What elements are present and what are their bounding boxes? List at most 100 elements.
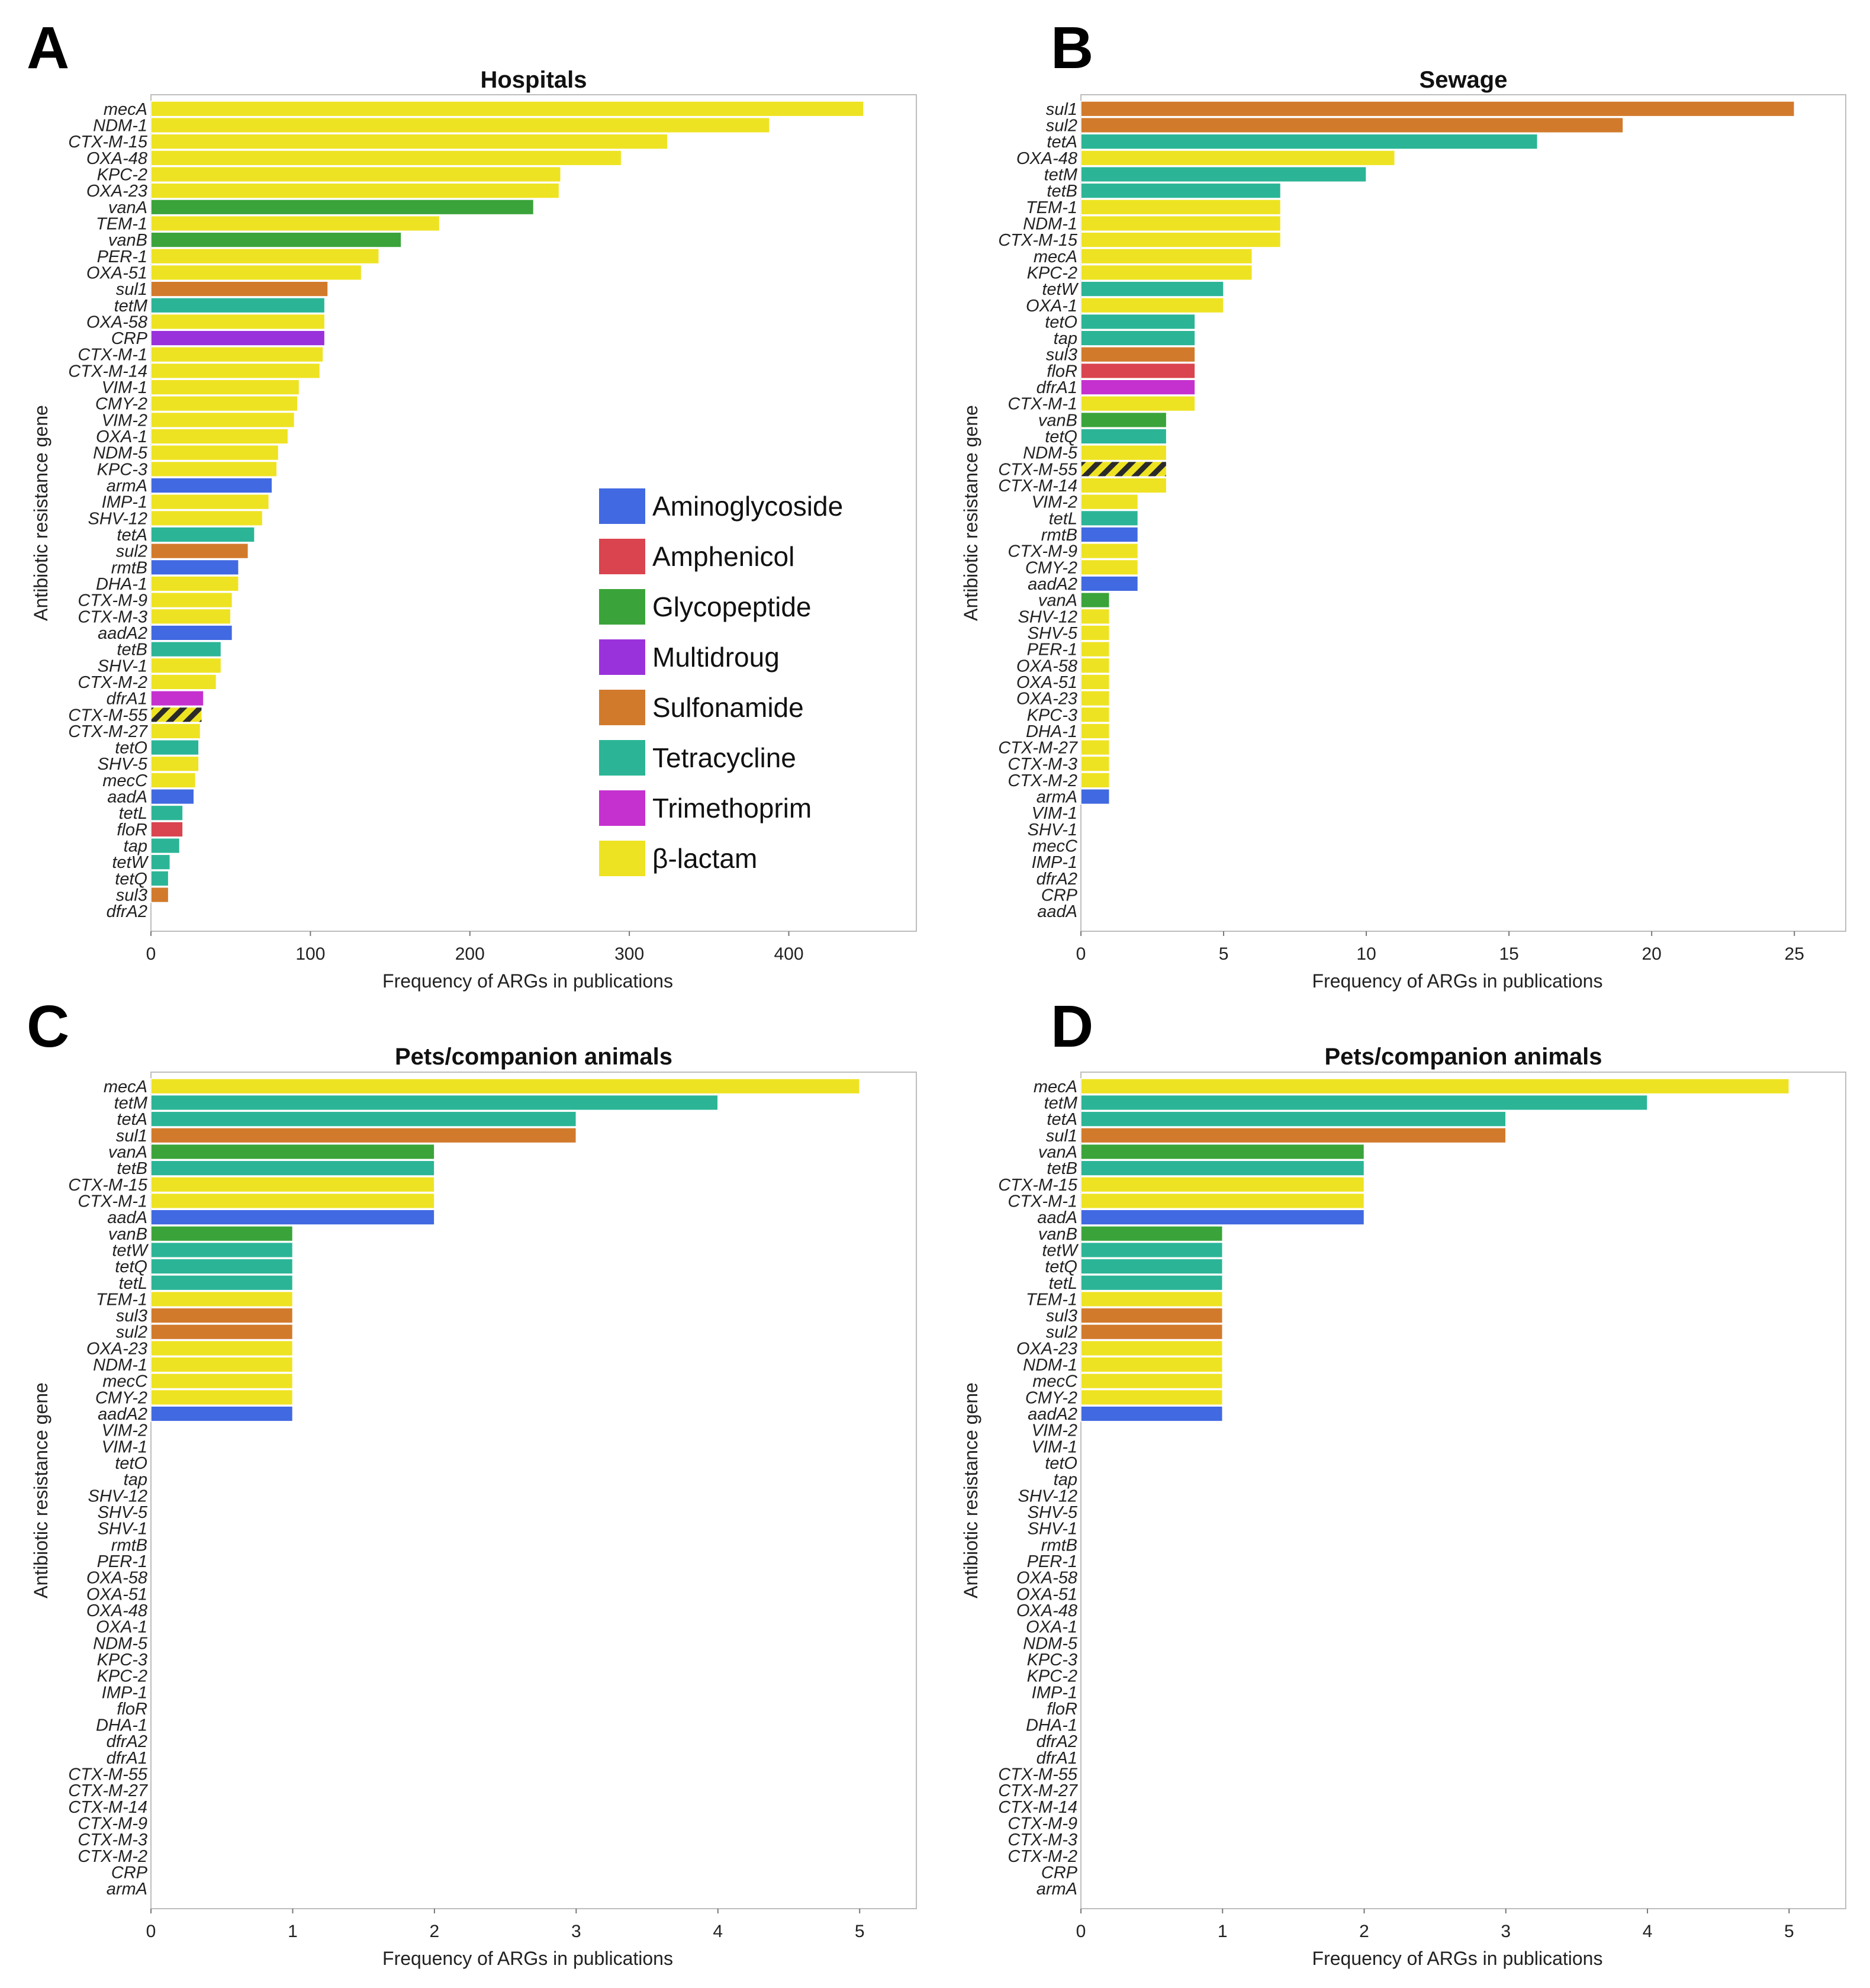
x-axis-title: Frequency of ARGs in publications xyxy=(382,1948,673,1969)
gene-label: CRP xyxy=(111,329,148,348)
x-tick-label: 400 xyxy=(774,944,803,964)
bar-floR xyxy=(150,821,184,838)
gene-label: tetM xyxy=(1044,165,1078,184)
bar-mecA xyxy=(150,1078,860,1095)
x-tick-label: 1 xyxy=(1218,1922,1228,1941)
bar-IMP-1 xyxy=(150,494,270,510)
gene-label: vanB xyxy=(108,1225,147,1244)
gene-label: aadA xyxy=(1037,902,1077,921)
gene-label: floR xyxy=(117,821,147,839)
bar-tetL xyxy=(150,805,184,821)
bar-sul3 xyxy=(150,1307,294,1324)
legend-label: β-lactam xyxy=(652,843,757,874)
gene-label: mecC xyxy=(1032,837,1078,856)
gene-label: NDM-5 xyxy=(93,1634,148,1653)
gene-label: CMY-2 xyxy=(95,1388,147,1407)
gene-label: OXA-23 xyxy=(1016,1339,1077,1358)
bar-SHV-5 xyxy=(150,755,199,772)
gene-label: tetO xyxy=(1045,313,1077,332)
bar-CTX-M-9 xyxy=(1080,543,1139,559)
chart-panel-d: D Pets/companion animalsmecAtetMtetAsul1v… xyxy=(960,993,1846,1969)
gene-label: VIM-2 xyxy=(102,411,147,430)
x-tick-label: 200 xyxy=(455,944,485,964)
bar-tetA xyxy=(1080,1111,1507,1127)
x-tick-label: 4 xyxy=(713,1922,723,1941)
bar-DHA-1 xyxy=(150,575,239,592)
gene-label: KPC-3 xyxy=(97,460,147,479)
gene-label: sul2 xyxy=(1046,1323,1077,1342)
gene-label: SHV-5 xyxy=(1028,1503,1078,1522)
x-tick-label: 20 xyxy=(1642,944,1661,964)
bar-mecC xyxy=(150,1373,294,1389)
bar-tetM xyxy=(150,297,326,314)
gene-label: tetO xyxy=(1045,1454,1077,1473)
gene-label: TEM-1 xyxy=(1026,198,1077,217)
gene-label: sul3 xyxy=(116,886,147,905)
gene-label: NDM-5 xyxy=(1023,1634,1078,1653)
gene-label: tetM xyxy=(1044,1093,1078,1112)
bar-OXA-23 xyxy=(1080,1340,1224,1356)
gene-label: mecC xyxy=(102,771,148,790)
bar-tetB xyxy=(150,641,222,658)
x-tick-label: 3 xyxy=(571,1922,581,1941)
legend-swatch xyxy=(599,488,645,524)
gene-label: tetB xyxy=(1047,182,1077,201)
chart-title: Pets/companion animals xyxy=(395,1044,672,1070)
legend-swatch xyxy=(599,589,645,625)
bar-tap xyxy=(150,837,181,854)
bar-vanB xyxy=(1080,1225,1224,1242)
gene-label: CMY-2 xyxy=(1025,1388,1077,1407)
gene-label: dfrA1 xyxy=(107,1749,147,1768)
gene-label: sul1 xyxy=(116,1127,147,1146)
gene-label: tetQ xyxy=(1045,427,1077,446)
gene-label: NDM-1 xyxy=(93,1356,147,1375)
bar-tetW xyxy=(150,1241,294,1259)
bar-CMY-2 xyxy=(1080,1389,1224,1405)
gene-label: OXA-1 xyxy=(96,427,147,446)
gene-label: vanA xyxy=(1038,591,1077,610)
legend-swatch xyxy=(599,740,645,776)
gene-label: tetW xyxy=(112,853,149,872)
gene-label: tetA xyxy=(1047,133,1077,152)
legend-label: Aminoglycoside xyxy=(652,491,843,522)
bar-NDM-1 xyxy=(1080,215,1282,232)
gene-label: TEM-1 xyxy=(1026,1290,1077,1309)
y-axis-title: Antibiotic resistance gene xyxy=(30,1382,52,1598)
bar-OXA-23 xyxy=(150,1340,294,1356)
gene-label: tetO xyxy=(115,739,147,758)
x-tick-label: 5 xyxy=(855,1922,865,1941)
bar-tetQ xyxy=(1080,1258,1224,1275)
gene-label: SHV-5 xyxy=(98,1503,148,1522)
gene-label: tap xyxy=(124,837,147,856)
bar-TEM-1 xyxy=(150,215,440,232)
bar-OXA-23 xyxy=(150,182,560,199)
gene-label: tetB xyxy=(1047,1159,1077,1178)
gene-label: mecA xyxy=(1034,1077,1077,1096)
x-tick-label: 4 xyxy=(1643,1922,1653,1941)
bar-CTX-M-15 xyxy=(1080,231,1282,248)
gene-label: tetM xyxy=(114,1093,148,1112)
gene-label: armA xyxy=(1037,1880,1077,1899)
gene-label: VIM-1 xyxy=(1032,804,1077,823)
gene-label: mecA xyxy=(1034,247,1077,266)
gene-label: tetB xyxy=(117,641,147,660)
bar-CTX-M-15 xyxy=(150,133,668,150)
gene-label: aadA2 xyxy=(1028,1405,1077,1424)
gene-label: CTX-M-55 xyxy=(68,1765,148,1784)
bar-CMY-2 xyxy=(150,395,298,412)
legend-swatch xyxy=(599,639,645,675)
bar-vanB xyxy=(150,1225,294,1242)
bar-mecA xyxy=(1080,248,1253,265)
gene-label: PER-1 xyxy=(1027,1552,1077,1571)
gene-label: IMP-1 xyxy=(1032,1683,1077,1702)
bar-NDM-5 xyxy=(1080,445,1167,461)
chart-title: Sewage xyxy=(1420,67,1508,93)
bar-CTX-M-1 xyxy=(150,1192,435,1209)
bar-aadA xyxy=(150,788,195,805)
chart-panel-b: B Sewagesul1sul2tetAOXA-48tetMtetBTEM-1ND… xyxy=(960,15,1846,992)
gene-label: sul2 xyxy=(1046,116,1077,135)
gene-label: vanB xyxy=(108,231,147,250)
bar-SHV-12 xyxy=(150,510,263,526)
gene-label: DHA-1 xyxy=(96,575,147,594)
